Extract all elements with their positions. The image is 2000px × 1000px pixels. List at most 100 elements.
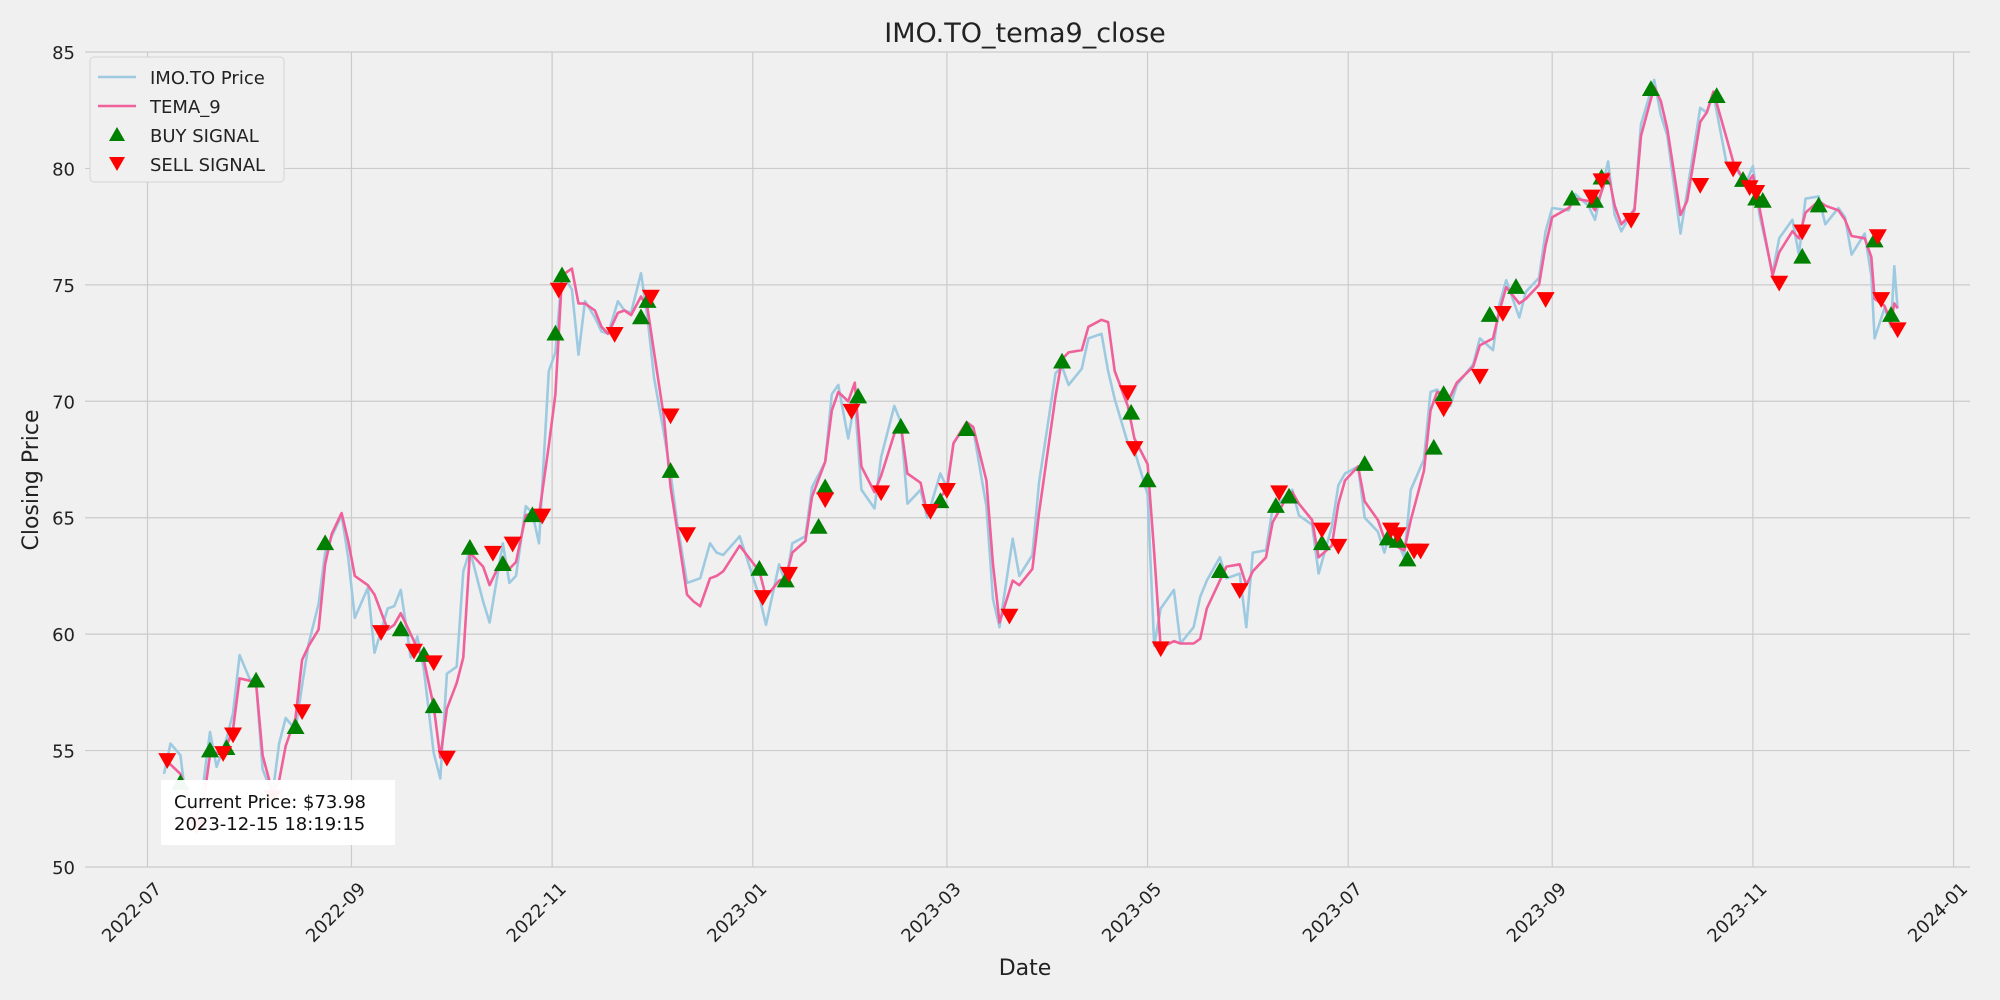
- sell-signal-marker: [1230, 583, 1249, 599]
- sell-signal-marker: [1747, 184, 1766, 201]
- legend-sell-marker: [109, 157, 125, 171]
- sell-signal-marker: [1622, 212, 1641, 229]
- buy-signal-marker: [424, 697, 443, 714]
- sell-signal-marker: [1434, 401, 1453, 418]
- sell-signal-marker: [605, 327, 624, 343]
- sell-signal-marker: [753, 590, 772, 606]
- buy-signal-marker: [809, 518, 828, 534]
- sell-signal-marker: [842, 403, 861, 420]
- legend-buy-marker: [109, 127, 125, 141]
- sell-signal-marker: [214, 746, 233, 762]
- legend-price-label: IMO.TO Price: [150, 68, 265, 89]
- buy-signal-marker: [1480, 306, 1499, 322]
- y-tick-label: 65: [52, 509, 75, 530]
- buy-signal-marker: [1266, 497, 1285, 513]
- buy-signal-marker: [316, 534, 335, 551]
- sell-signal-marker: [533, 508, 552, 525]
- buy-signal-marker: [661, 462, 680, 478]
- sell-signal-marker: [1151, 641, 1170, 658]
- sell-signal-marker: [816, 492, 835, 509]
- y-axis-label: Closing Price: [19, 409, 44, 550]
- annotation-timestamp: 2023-12-15 18:19:15: [174, 814, 365, 835]
- sell-signal-marker: [1388, 527, 1407, 544]
- buy-signal-marker: [1138, 471, 1157, 488]
- buy-signal-marker: [638, 292, 657, 308]
- buy-signal-marker: [391, 620, 410, 637]
- sell-signal-marker: [1329, 538, 1348, 555]
- sell-signal-marker: [1270, 485, 1289, 502]
- sell-signal-marker: [1000, 608, 1019, 625]
- sell-signal-marker: [503, 536, 522, 553]
- buy-signal-marker: [1809, 196, 1828, 213]
- sell-signal-marker: [661, 408, 680, 425]
- buy-signal-marker: [849, 387, 868, 404]
- sell-signal-marker: [1125, 441, 1144, 457]
- x-axis-label: Date: [999, 956, 1052, 981]
- sell-signal-marker: [641, 289, 660, 306]
- sell-signal-marker: [1724, 161, 1743, 178]
- sell-signal-marker: [1691, 177, 1710, 194]
- y-tick-label: 70: [52, 392, 75, 413]
- buy-signal-marker: [201, 741, 220, 758]
- sell-signal-marker: [1118, 385, 1137, 401]
- buy-signal-marker: [1312, 534, 1331, 551]
- buy-signal-marker: [247, 671, 266, 688]
- y-tick-label: 55: [52, 742, 75, 763]
- annotation-box: [161, 780, 395, 845]
- buy-signal-marker: [891, 417, 910, 434]
- legend-buy-label: BUY SIGNAL: [150, 126, 259, 147]
- buy-signal-marker: [1793, 247, 1812, 264]
- sell-signal-marker: [779, 566, 798, 583]
- buy-signal-marker: [286, 718, 305, 735]
- sell-signal-marker: [1582, 189, 1601, 206]
- chart-title: IMO.TO_tema9_close: [884, 18, 1166, 49]
- buy-signal-marker: [1398, 550, 1417, 567]
- buy-signal-marker: [1210, 562, 1229, 579]
- buy-signal-marker: [1122, 403, 1141, 420]
- sell-signal-marker: [224, 727, 243, 744]
- sell-signal-marker: [1888, 322, 1907, 339]
- sell-signal-marker: [1770, 275, 1789, 292]
- sell-signal-marker: [437, 750, 456, 767]
- buy-signal-marker: [1641, 80, 1660, 97]
- buy-signal-marker: [1707, 87, 1726, 103]
- legend-sell-label: SELL SIGNAL: [150, 155, 265, 176]
- buy-signal-marker: [1585, 192, 1604, 208]
- sell-signal-marker: [372, 625, 391, 641]
- grid: [85, 51, 1970, 868]
- buy-signal-marker: [631, 308, 650, 325]
- current-price-annotation: Current Price: $73.98 2023-12-15 18:19:1…: [161, 780, 395, 845]
- buy-signal-marker: [816, 478, 835, 495]
- buy-signal-marker: [1882, 306, 1901, 322]
- legend-tema-label: TEMA_9: [149, 97, 221, 118]
- buy-signal-marker: [1355, 455, 1374, 471]
- buy-signal-marker: [1753, 192, 1772, 208]
- buy-signal-marker: [553, 266, 572, 283]
- sell-signal-marker: [549, 282, 568, 299]
- legend-box: [89, 56, 285, 183]
- sell-signal-marker: [1312, 522, 1331, 539]
- sell-signal-marker: [424, 655, 443, 672]
- buy-signal-marker: [1280, 487, 1299, 504]
- y-tick-label: 75: [52, 276, 75, 297]
- y-tick-label: 50: [52, 858, 75, 879]
- buy-signal-marker: [1053, 352, 1072, 369]
- sell-signal-marker: [404, 643, 423, 660]
- buy-signal-marker: [957, 420, 976, 436]
- sell-signal-marker: [1470, 368, 1489, 385]
- annotation-price: Current Price: $73.98: [174, 792, 366, 813]
- sell-signal-marker: [483, 545, 502, 562]
- y-tick-label: 60: [52, 625, 75, 646]
- sell-signal-marker: [872, 485, 891, 502]
- buy-signal-marker: [1424, 438, 1443, 455]
- sell-signal-marker: [921, 503, 940, 520]
- legend: IMO.TO Price TEMA_9 BUY SIGNAL SELL SIGN…: [89, 56, 285, 183]
- buy-signal-marker: [1507, 278, 1526, 294]
- sell-signal-marker: [293, 704, 312, 720]
- buy-signal-marker: [1562, 189, 1581, 206]
- buy-signal-marker: [460, 538, 479, 555]
- buy-signal-marker: [750, 559, 769, 576]
- buy-signal-marker: [523, 506, 542, 523]
